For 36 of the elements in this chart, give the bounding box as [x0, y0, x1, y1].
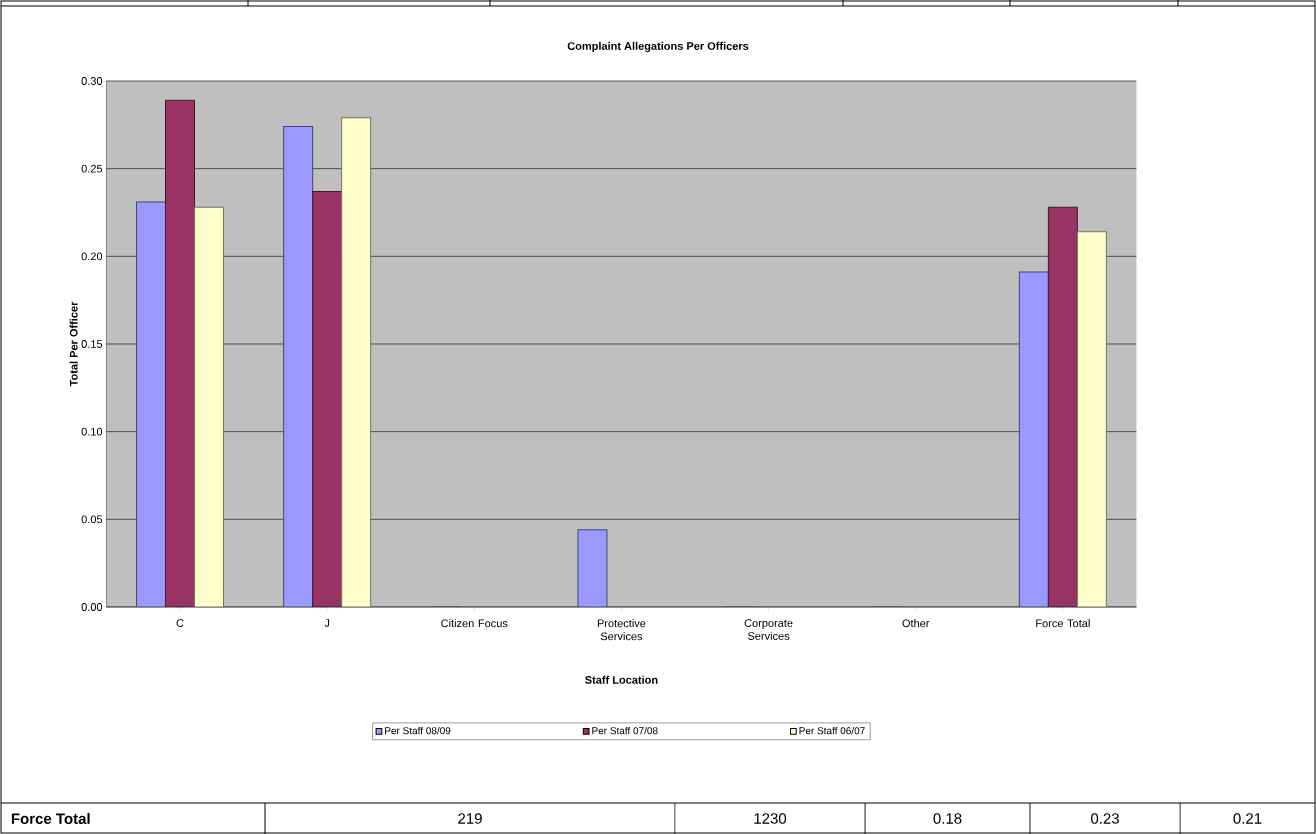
legend-label: Per Staff 06/07 — [799, 726, 865, 735]
bar — [577, 529, 608, 607]
text: 1230 — [754, 813, 787, 824]
bar — [1018, 271, 1049, 607]
text: Force Total — [11, 812, 90, 824]
y-tick-label: 0.30 — [81, 77, 103, 85]
bar — [1047, 206, 1078, 607]
text: 219 — [458, 813, 482, 824]
chart-title: Complaint Allegations Per Officers — [567, 41, 749, 53]
y-tick-label: 0.15 — [81, 340, 103, 348]
y-tick-label: 0.05 — [81, 515, 103, 524]
bar — [312, 190, 343, 607]
x-tick-label: Protective Services — [597, 619, 646, 641]
x-tick-label: Citizen Focus — [441, 619, 508, 628]
legend-label: Per Staff 08/09 — [385, 726, 451, 735]
bar — [136, 201, 167, 607]
bar — [1076, 231, 1107, 607]
x-tick-label: C — [176, 619, 184, 627]
text: 0.21 — [1233, 813, 1262, 824]
x-tick-label: J — [324, 619, 330, 627]
x-tick-label: Other — [902, 619, 930, 628]
y-tick-label: 0.25 — [81, 164, 103, 173]
bar — [283, 126, 314, 607]
y-axis-title: Total Per Officer — [69, 301, 78, 387]
bar — [165, 99, 196, 607]
text: 0.18 — [933, 813, 962, 824]
x-tick-label: Force Total — [1036, 619, 1090, 628]
y-tick-label: 0.00 — [81, 603, 103, 611]
text: 0.23 — [1090, 813, 1119, 824]
legend-label: Per Staff 07/08 — [592, 726, 658, 735]
bar — [341, 117, 372, 607]
y-tick-label: 0.10 — [81, 427, 103, 436]
bar — [194, 206, 225, 607]
x-tick-label: Corporate Services — [744, 619, 793, 640]
y-tick-label: 0.20 — [81, 252, 103, 261]
x-axis-title: Staff Location — [585, 675, 658, 684]
